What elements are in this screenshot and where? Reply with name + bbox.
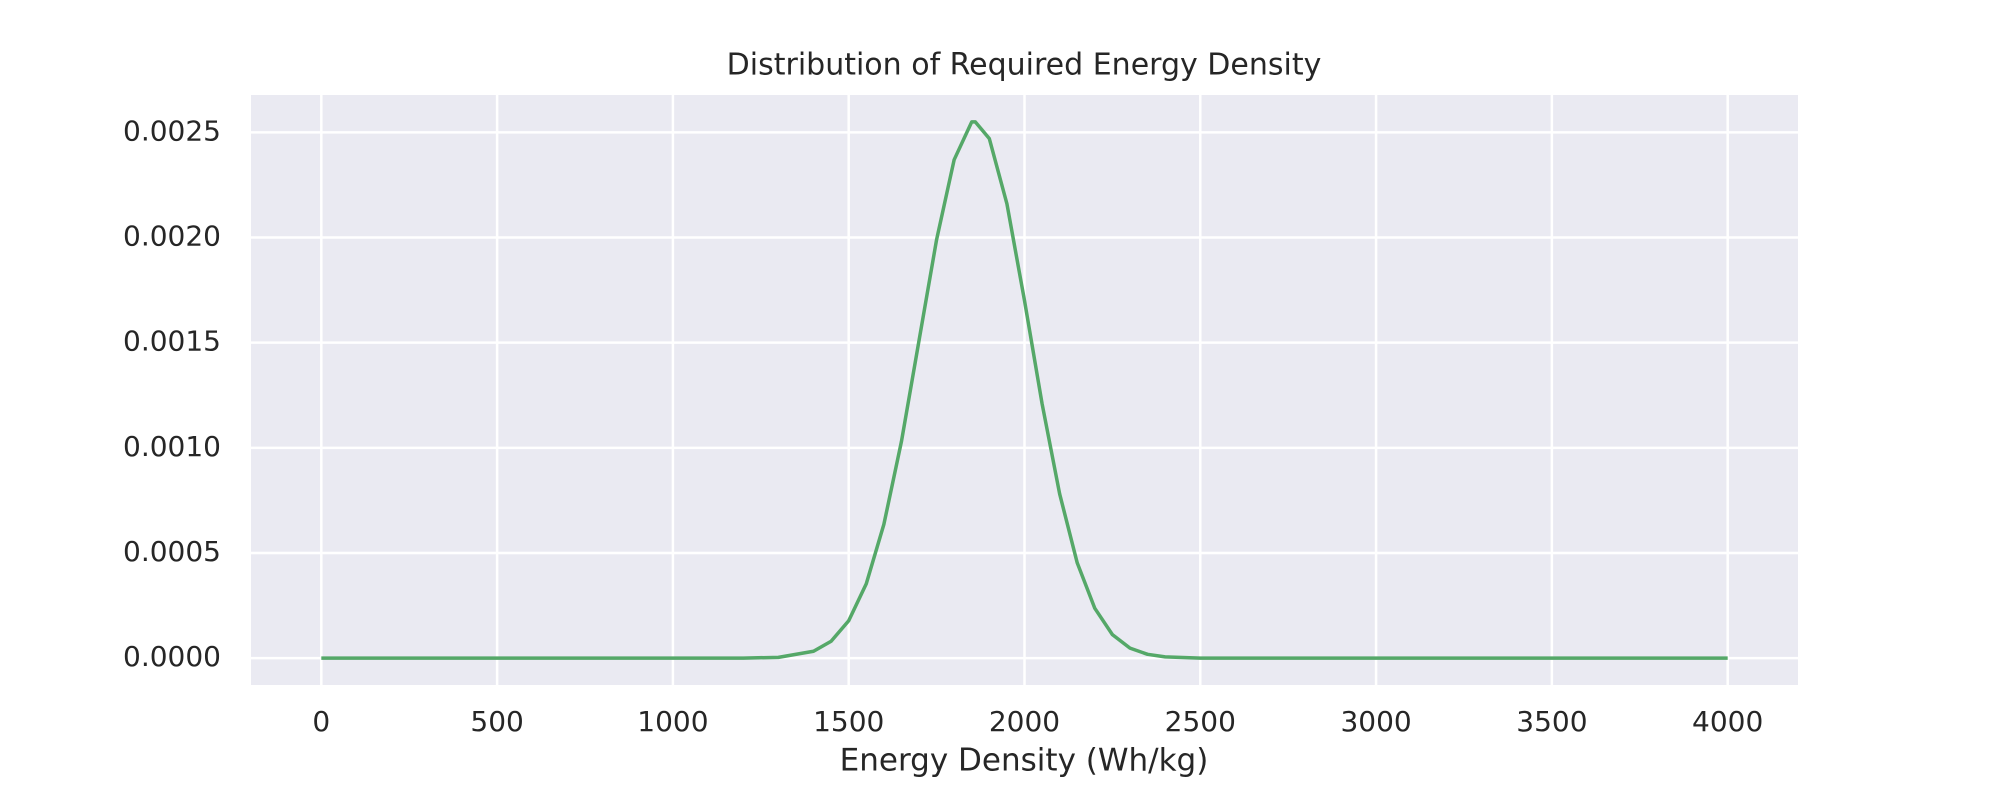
- y-tick-label: 0.0010: [123, 430, 221, 463]
- x-tick-label: 0: [312, 705, 330, 738]
- y-tick-label: 0.0015: [123, 325, 221, 358]
- x-tick-label: 1500: [813, 705, 884, 738]
- x-tick-label: 3500: [1516, 705, 1587, 738]
- y-tick-label: 0.0000: [123, 640, 221, 673]
- y-tick-label: 0.0020: [123, 220, 221, 253]
- x-tick-label: 500: [470, 705, 523, 738]
- chart-title: Distribution of Required Energy Density: [727, 48, 1322, 83]
- x-tick-label: 4000: [1692, 705, 1763, 738]
- x-tick-label: 3000: [1340, 705, 1411, 738]
- y-tick-label: 0.0005: [123, 535, 221, 568]
- x-tick-label: 2500: [1165, 705, 1236, 738]
- y-tick-label: 0.0025: [123, 114, 221, 147]
- x-tick-label: 1000: [637, 705, 708, 738]
- x-tick-label: 2000: [989, 705, 1060, 738]
- x-axis-label: Energy Density (Wh/kg): [840, 743, 1209, 779]
- line-series: [321, 120, 1728, 660]
